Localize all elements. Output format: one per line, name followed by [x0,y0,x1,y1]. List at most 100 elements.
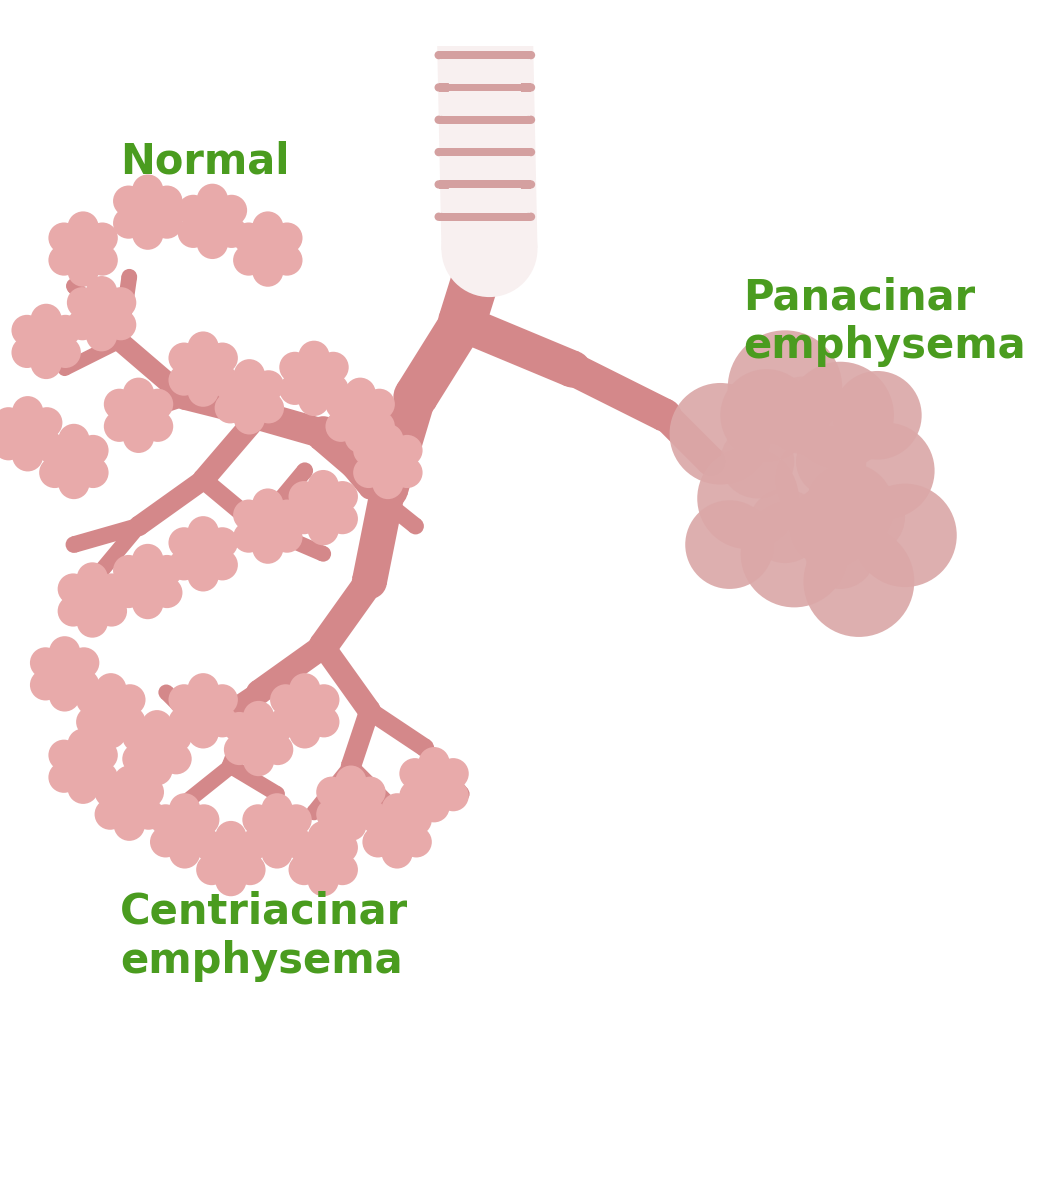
Circle shape [449,14,521,86]
Circle shape [438,116,445,124]
Circle shape [327,832,358,863]
Circle shape [527,148,535,156]
Circle shape [67,233,100,265]
Circle shape [168,342,200,373]
Polygon shape [314,640,378,718]
Circle shape [246,402,271,428]
Circle shape [438,758,469,790]
Circle shape [787,361,894,469]
Circle shape [364,389,394,420]
Polygon shape [114,334,191,404]
Circle shape [87,222,118,253]
Circle shape [359,701,379,721]
Circle shape [109,331,130,352]
Circle shape [178,217,208,248]
Circle shape [250,683,268,702]
Circle shape [223,758,239,774]
Circle shape [216,821,247,852]
Circle shape [151,208,183,239]
Circle shape [316,799,348,829]
Circle shape [140,731,173,764]
Circle shape [419,791,450,822]
Circle shape [288,694,321,727]
Circle shape [141,755,172,786]
Polygon shape [226,760,281,800]
Circle shape [696,446,726,476]
Circle shape [449,116,521,188]
Circle shape [382,793,412,824]
Circle shape [527,83,535,91]
Circle shape [449,107,521,179]
Circle shape [325,410,356,442]
Circle shape [314,424,334,444]
Circle shape [57,445,90,478]
Circle shape [839,422,934,518]
Circle shape [449,19,521,91]
Circle shape [281,804,311,835]
Circle shape [419,748,450,778]
Polygon shape [311,420,400,503]
Circle shape [96,595,128,626]
Polygon shape [198,473,265,533]
Polygon shape [439,180,532,188]
Polygon shape [566,354,673,430]
Circle shape [114,810,145,841]
Circle shape [454,786,470,802]
Circle shape [86,276,117,307]
Circle shape [216,217,247,248]
Circle shape [30,647,61,678]
Circle shape [263,734,293,766]
Circle shape [49,636,80,667]
Circle shape [307,470,339,500]
Circle shape [123,378,154,409]
Circle shape [308,707,339,738]
Circle shape [308,631,338,661]
Circle shape [299,385,330,416]
Circle shape [131,518,147,534]
Circle shape [343,758,359,774]
Circle shape [233,380,266,414]
Polygon shape [126,388,188,424]
Circle shape [58,468,89,499]
Circle shape [449,172,521,244]
Circle shape [449,139,521,211]
Circle shape [438,84,445,91]
Circle shape [297,462,314,479]
Text: Normal: Normal [120,140,289,182]
Circle shape [449,121,521,193]
Circle shape [280,352,310,383]
Circle shape [207,527,238,558]
Polygon shape [439,148,532,156]
Polygon shape [364,446,412,496]
Circle shape [142,410,173,442]
Circle shape [449,29,521,101]
Circle shape [435,115,443,124]
Circle shape [207,365,238,396]
Circle shape [721,425,794,498]
Circle shape [68,647,99,678]
Circle shape [449,5,521,77]
Circle shape [215,392,246,424]
Circle shape [233,499,264,530]
Circle shape [68,728,99,760]
Circle shape [288,854,320,886]
Circle shape [66,278,82,294]
Circle shape [741,500,848,607]
Circle shape [260,815,293,847]
Circle shape [438,148,445,156]
Circle shape [86,320,117,352]
Circle shape [449,112,521,184]
Circle shape [174,386,195,407]
Circle shape [113,186,145,216]
Circle shape [249,682,269,702]
Circle shape [288,832,320,863]
Circle shape [252,533,284,564]
Circle shape [343,398,376,432]
Circle shape [172,384,198,409]
Circle shape [132,218,164,250]
Circle shape [131,565,165,598]
Circle shape [280,374,310,404]
Polygon shape [441,212,528,221]
Circle shape [250,517,268,535]
Polygon shape [136,721,205,756]
